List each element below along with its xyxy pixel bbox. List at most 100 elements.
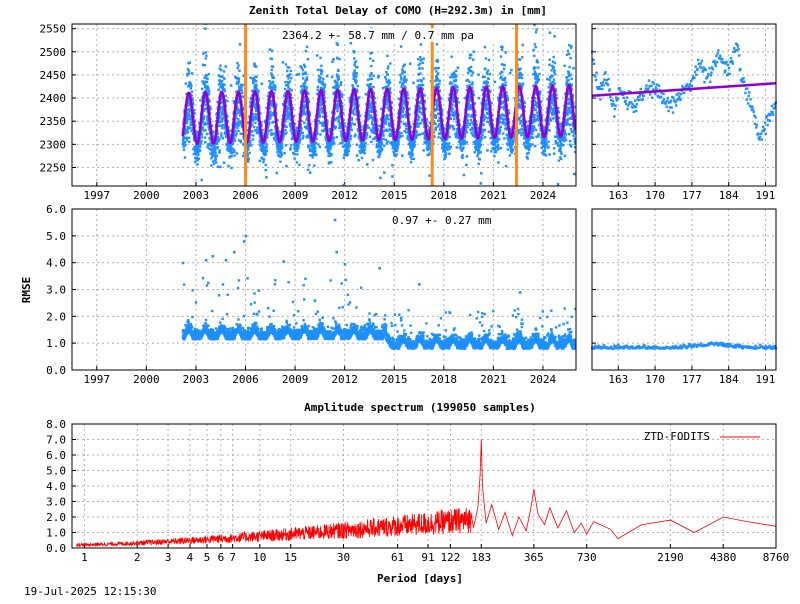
ztd-point (355, 72, 357, 74)
ztd-point (490, 150, 492, 152)
ztd-point (322, 78, 324, 80)
ztd-point (435, 67, 437, 69)
ztd-point (203, 77, 205, 79)
ztd-point (503, 68, 505, 70)
ztd-point (232, 143, 234, 145)
ztd-point (501, 46, 503, 48)
ztd-point (378, 75, 381, 78)
ztd-point (340, 81, 342, 83)
ztd-point (305, 72, 307, 74)
ztd-point (280, 151, 282, 153)
ztd-point (336, 57, 338, 59)
ztd-point (204, 51, 206, 53)
ztd-point (315, 138, 317, 140)
ztd-point (478, 149, 480, 151)
ztd-point (298, 164, 300, 166)
ztd-point (476, 155, 478, 157)
ztd-point (251, 130, 253, 132)
ztd-point (497, 146, 499, 148)
ztd-point (502, 132, 504, 134)
ztd-point (323, 91, 325, 93)
ztd-point (445, 153, 447, 155)
ztd-point (448, 142, 450, 144)
ztd-point (265, 169, 268, 172)
ztd-point (284, 81, 286, 83)
ztd-point (412, 82, 415, 85)
ztd-point (315, 154, 317, 156)
ztd-point (254, 122, 256, 124)
ztd-point (268, 122, 270, 124)
ztd-point (350, 122, 352, 124)
ztd-point (241, 92, 243, 94)
ztd-point (287, 77, 289, 79)
ztd-point (353, 69, 355, 71)
ztd-point (465, 164, 468, 167)
ztd-point (289, 80, 291, 82)
ztd-point (269, 111, 271, 113)
ztd-point (316, 133, 318, 135)
ztd-point (483, 129, 486, 132)
ztd-point (307, 58, 310, 61)
ztd-point (299, 138, 301, 140)
ztd-point (186, 139, 188, 141)
ztd-point (400, 76, 402, 78)
ztd-point (501, 63, 503, 65)
ztd-point (203, 115, 205, 117)
ztd-point (204, 141, 206, 143)
ztd-point (237, 130, 239, 132)
ztd-point (231, 152, 233, 154)
ztd-point (337, 85, 339, 87)
ztd-point (306, 76, 308, 78)
ztd-point (307, 92, 309, 94)
ztd-point (372, 74, 374, 76)
ztd-point (265, 146, 267, 148)
ztd-point (205, 55, 207, 57)
ztd-point (217, 186, 220, 189)
ztd-point (189, 61, 191, 63)
ztd-point (199, 145, 201, 147)
ztd-point (259, 160, 261, 162)
chart-title: Zenith Total Delay of COMO (H=292.3m) in… (249, 4, 547, 17)
ztd-point (233, 148, 235, 150)
ztd-point (333, 142, 335, 144)
ztd-point (413, 158, 415, 160)
ztd-point (236, 127, 238, 129)
ztd-point (186, 137, 188, 139)
ztd-point (221, 127, 223, 129)
ztd-point (319, 76, 321, 78)
ztd-point (499, 130, 501, 132)
ztd-point (210, 164, 212, 166)
ztd-point (370, 65, 372, 67)
ztd-point (352, 86, 354, 88)
ztd-point (355, 60, 357, 62)
ztd-point (428, 174, 431, 177)
ztd-point (267, 130, 269, 132)
ztd-point (438, 83, 440, 85)
ztd-point (382, 138, 384, 140)
ztd-point (240, 86, 242, 88)
ztd-point (285, 144, 287, 146)
ztd-point (331, 76, 334, 79)
y-tick-label: 2450 (40, 69, 67, 82)
ztd-point (422, 58, 425, 61)
ztd-point (314, 150, 316, 152)
ztd-point (419, 122, 421, 124)
ztd-point (403, 71, 405, 73)
ztd-point (483, 76, 485, 78)
x-tick-label: 2015 (381, 189, 408, 202)
ztd-point (423, 94, 425, 96)
ztd-point (413, 144, 415, 146)
ztd-point (204, 104, 206, 106)
ztd-point (246, 203, 249, 206)
ztd-point (236, 62, 238, 64)
ztd-point (319, 57, 321, 59)
ztd-point (266, 137, 268, 139)
ztd-point (485, 57, 487, 59)
ztd-point (187, 131, 189, 133)
ztd-point (473, 50, 476, 53)
ztd-point (437, 60, 439, 62)
y-tick-label: 2250 (40, 161, 67, 174)
ztd-point (186, 115, 188, 117)
